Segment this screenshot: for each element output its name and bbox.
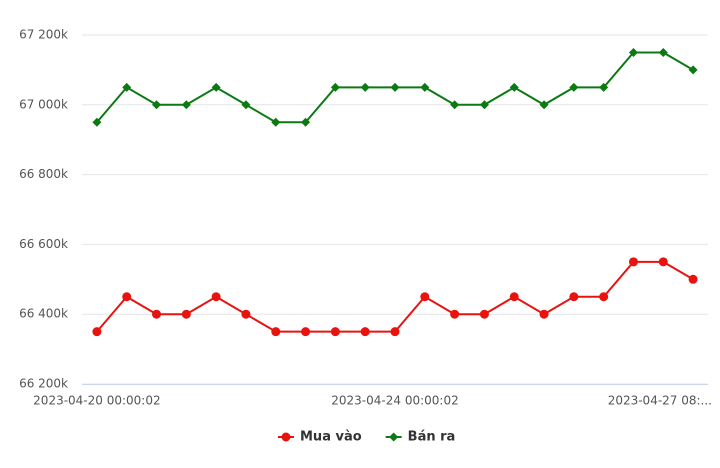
point [241,100,251,110]
y-tick-label: 66 600k [19,237,68,251]
point [271,117,281,127]
point [420,82,430,92]
point [211,82,221,92]
legend: Mua vào Bán ra [278,430,455,445]
point [181,100,191,110]
point [390,327,400,337]
point [599,82,609,92]
point [152,100,162,110]
point [301,327,311,337]
x-tick-label: 2023-04-24 00:00:02 [331,394,458,408]
y-tick-label: 67 200k [19,28,68,42]
point [330,82,340,92]
point [509,82,519,92]
point [301,117,311,127]
point [181,309,191,319]
point [658,47,668,57]
point [450,100,460,110]
point [450,309,460,319]
point [92,327,102,337]
y-tick-label: 66 800k [19,167,68,181]
point [281,432,291,442]
point [539,100,549,110]
point [658,257,668,267]
legend-label: Bán ra [408,430,456,445]
point [420,292,430,302]
point [92,117,102,127]
point [479,100,489,110]
point [628,257,638,267]
y-tick-label: 67 000k [19,97,68,111]
y-tick-label: 66 400k [19,307,68,321]
point [599,292,609,302]
point [122,292,132,302]
point [688,274,698,284]
point [509,292,519,302]
point [211,292,221,302]
y-tick-label: 66 200k [19,377,68,391]
x-tick-label: 2023-04-20 00:00:02 [33,394,160,408]
legend-label: Mua vào [300,430,362,445]
point [628,47,638,57]
point [152,309,162,319]
point [122,82,132,92]
point [389,432,399,442]
point [390,82,400,92]
point [360,327,370,337]
point [569,82,579,92]
point [241,309,251,319]
point [569,292,579,302]
x-tick-label: 2023-04-27 08:... [608,394,712,408]
point [539,309,549,319]
point [479,309,489,319]
point [271,327,281,337]
point [688,65,698,75]
point [360,82,370,92]
point [330,327,340,337]
